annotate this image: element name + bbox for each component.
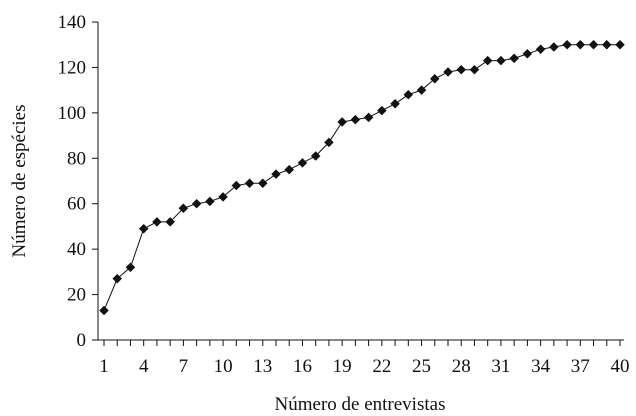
data-point-marker: [469, 64, 480, 75]
data-point-marker: [257, 178, 268, 189]
data-point-marker: [376, 105, 387, 116]
data-point-marker: [125, 262, 136, 273]
y-axis-ticks: 0 20 40 60 80 100 120 140: [58, 12, 98, 351]
data-point-marker: [390, 98, 400, 109]
data-point-marker: [601, 39, 612, 50]
data-point-marker: [191, 198, 202, 209]
y-tick-label: 0: [77, 330, 87, 351]
data-point-marker: [496, 55, 506, 66]
data-point-marker: [522, 48, 533, 59]
y-tick-label: 140: [58, 12, 87, 33]
y-tick-label: 80: [67, 148, 86, 169]
data-point-marker: [112, 273, 123, 284]
x-tick-label: 28: [452, 356, 471, 377]
data-point-marker: [429, 73, 440, 84]
data-point-marker: [615, 39, 625, 50]
x-tick-label: 16: [293, 356, 312, 377]
data-point-marker: [548, 42, 559, 52]
data-point-marker: [456, 64, 467, 75]
data-point-marker: [99, 305, 109, 316]
data-point-marker: [509, 53, 520, 64]
x-tick-label: 25: [412, 356, 431, 377]
y-tick-label: 20: [67, 285, 86, 306]
data-point-marker: [363, 112, 374, 123]
x-tick-label: 13: [253, 356, 272, 377]
x-tick-label: 37: [571, 356, 590, 377]
data-point-marker: [588, 39, 599, 50]
data-point-marker: [178, 203, 189, 214]
y-tick-label: 40: [67, 239, 86, 260]
x-tick-label: 31: [491, 356, 510, 377]
x-tick-label: 1: [99, 356, 109, 377]
data-point-marker: [152, 217, 162, 227]
x-axis-ticks: 1 4 7 10 13 16 19 22 25 28 31 34 37 40: [99, 340, 630, 377]
x-tick-label: 40: [611, 356, 630, 377]
data-point-marker: [310, 151, 321, 161]
data-point-marker: [403, 89, 414, 100]
data-point-marker: [337, 117, 348, 127]
data-point-marker: [297, 157, 308, 168]
series-group: [99, 39, 625, 316]
data-point-marker: [284, 164, 295, 175]
series-line: [103, 44, 620, 311]
y-tick-label: 100: [58, 103, 87, 124]
x-axis-title: Número de entrevistas: [275, 394, 446, 415]
data-point-marker: [231, 180, 242, 191]
data-point-marker: [416, 85, 427, 95]
data-point-marker: [350, 114, 361, 125]
y-tick-label: 60: [67, 194, 86, 215]
data-point-marker: [244, 178, 255, 189]
data-point-marker: [482, 55, 493, 66]
x-tick-label: 7: [179, 356, 189, 377]
y-axis-title: Número de espécies: [9, 105, 30, 258]
x-tick-label: 22: [372, 356, 391, 377]
data-point-marker: [575, 39, 586, 50]
x-tick-label: 34: [531, 356, 551, 377]
x-tick-label: 4: [139, 356, 149, 377]
data-point-marker: [271, 169, 281, 180]
data-point-marker: [324, 137, 334, 148]
axes: [97, 22, 624, 341]
data-point-marker: [204, 196, 215, 207]
data-point-marker: [218, 192, 228, 202]
x-tick-label: 10: [214, 356, 233, 377]
data-point-marker: [535, 44, 546, 55]
y-tick-label: 120: [58, 57, 87, 78]
x-tick-label: 19: [333, 356, 352, 377]
data-point-marker: [443, 67, 453, 77]
data-point-marker: [562, 39, 572, 50]
data-point-marker: [165, 217, 176, 227]
data-point-marker: [138, 223, 149, 234]
